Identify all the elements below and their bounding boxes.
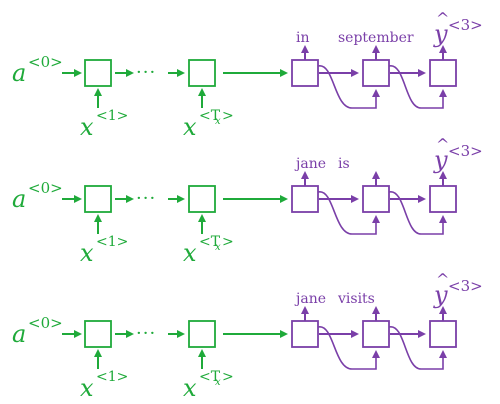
x1-label: x — [80, 239, 94, 267]
a0-superscript: <0> — [28, 314, 63, 332]
yhat-label: y — [433, 146, 448, 174]
x1-label: x — [80, 374, 94, 402]
yhat-hat: ^ — [436, 135, 449, 154]
yhat-label: y — [433, 281, 448, 309]
x1-superscript: <1> — [96, 108, 128, 124]
feedback-arrow-1 — [317, 191, 380, 235]
diagram-row-3: a <0>x <1>···x <Tx >jane visits y^<3> — [12, 270, 483, 402]
x1-label: x — [80, 113, 94, 141]
a0-label: a — [12, 59, 26, 87]
xtx-subscript: x — [215, 242, 221, 253]
output-word-2: is — [338, 156, 350, 172]
feedback-arrow-1 — [317, 65, 380, 109]
feedback-arrow-2 — [388, 326, 447, 370]
yhat-superscript: <3> — [448, 142, 483, 160]
yhat-hat: ^ — [436, 270, 449, 289]
xtx-superscript: <T — [199, 369, 221, 385]
decoder-box-2 — [362, 59, 390, 87]
a0-superscript: <0> — [28, 179, 63, 197]
decoder-box-3 — [429, 185, 457, 213]
xtx-label: x — [183, 374, 197, 402]
output-word-2: visits — [337, 291, 375, 307]
output-word-1: in — [296, 30, 310, 46]
xtx-subscript: x — [215, 116, 221, 127]
decoder-box-3 — [429, 59, 457, 87]
encoder-box-last — [188, 320, 216, 348]
xtx-close-bracket: > — [222, 234, 234, 250]
feedback-arrow-2 — [388, 65, 447, 109]
xtx-close-bracket: > — [222, 108, 234, 124]
decoder-box-1 — [291, 320, 319, 348]
decoder-box-1 — [291, 59, 319, 87]
output-word-1: jane — [294, 156, 326, 172]
yhat-superscript: <3> — [448, 277, 483, 295]
a0-label: a — [12, 320, 26, 348]
x1-superscript: <1> — [96, 369, 128, 385]
diagram-row-2: a <0>x <1>···x <Tx >jane is y^<3> — [12, 135, 483, 267]
xtx-superscript: <T — [199, 108, 221, 124]
yhat-hat: ^ — [436, 9, 449, 28]
diagram-row-1: a <0>x <1>···x <Tx >in september y^<3> — [12, 9, 483, 141]
ellipsis: ··· — [136, 62, 156, 83]
xtx-superscript: <T — [199, 234, 221, 250]
a0-superscript: <0> — [28, 53, 63, 71]
xtx-label: x — [183, 113, 197, 141]
decoder-box-1 — [291, 185, 319, 213]
feedback-arrow-2 — [388, 191, 447, 235]
a0-label: a — [12, 185, 26, 213]
encoder-box-last — [188, 59, 216, 87]
encoder-box-first — [84, 59, 112, 87]
ellipsis: ··· — [136, 323, 156, 344]
yhat-superscript: <3> — [448, 16, 483, 34]
yhat-label: y — [433, 20, 448, 48]
x1-superscript: <1> — [96, 234, 128, 250]
xtx-close-bracket: > — [222, 369, 234, 385]
ellipsis: ··· — [136, 188, 156, 209]
output-word-1: jane — [294, 291, 326, 307]
output-word-2: september — [338, 30, 414, 46]
decoder-box-2 — [362, 185, 390, 213]
encoder-box-first — [84, 320, 112, 348]
decoder-box-3 — [429, 320, 457, 348]
xtx-subscript: x — [215, 377, 221, 388]
encoder-box-first — [84, 185, 112, 213]
feedback-arrow-1 — [317, 326, 380, 370]
encoder-box-last — [188, 185, 216, 213]
xtx-label: x — [183, 239, 197, 267]
decoder-box-2 — [362, 320, 390, 348]
